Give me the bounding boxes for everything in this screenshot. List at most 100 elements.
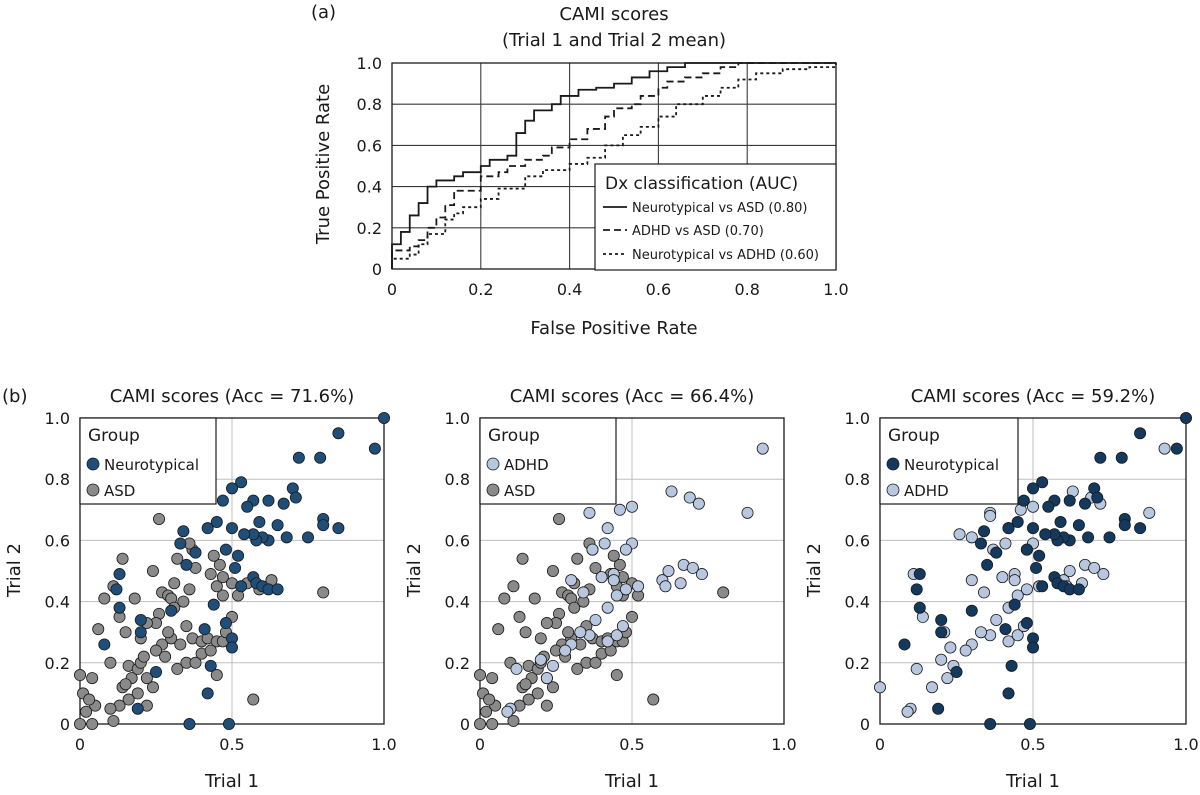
scatter-2-point-asd: [473, 669, 486, 682]
scatter-1-ytick-label: 0.2: [45, 654, 70, 673]
scatter-3-point-adhd: [959, 644, 972, 657]
scatter-3-point-neurotypical: [913, 601, 926, 614]
scatter-1-legend-title: Group: [88, 426, 140, 446]
scatter-2-point-adhd: [610, 629, 623, 642]
scatter-2-point-adhd: [692, 497, 705, 510]
scatter-1-point-neurotypical: [225, 522, 238, 535]
scatter-2-ytick-label: 0: [460, 715, 470, 734]
scatter-2-point-adhd: [598, 537, 611, 550]
scatter-3-legend-label-1: Neurotypical: [904, 456, 999, 474]
scatter-2-ytick-label: 0.6: [445, 531, 470, 550]
scatter-3-point-neurotypical: [1042, 500, 1055, 513]
scatter-2-ytick-label: 0.8: [445, 470, 470, 489]
scatter-1-point-neurotypical: [241, 500, 254, 513]
scatter-3-legend-marker-adhd: [886, 483, 900, 497]
scatter-1-point-asd: [162, 626, 175, 639]
scatter-3-point-adhd: [978, 586, 991, 599]
scatter-1-point-asd: [104, 656, 117, 669]
scatter-3-point-neurotypical: [1020, 617, 1033, 630]
scatter-3-point-neurotypical: [913, 568, 926, 581]
scatter-1-ytick-label: 0.4: [45, 593, 70, 612]
scatter-1-ylabel: Trial 2: [4, 543, 25, 598]
scatter-2-point-asd: [483, 693, 496, 706]
scatter-3-legend-label-2: ADHD: [904, 482, 949, 500]
scatter-3-point-neurotypical: [1030, 561, 1043, 574]
scatter-3-legend-box: [879, 417, 1019, 505]
scatter-2-xtick-label: 0: [475, 735, 485, 754]
scatter-2-point-adhd: [595, 571, 608, 584]
scatter-1-point-neurotypical: [134, 613, 147, 626]
scatter-2-point-adhd: [589, 613, 602, 626]
scatter-3-point-neurotypical: [1103, 531, 1116, 544]
scatter-2-point-asd: [519, 678, 532, 691]
scatter-1-point-neurotypical: [113, 568, 126, 581]
roc-ytick-label: 1.0: [357, 54, 382, 73]
scatter-2-point-asd: [613, 558, 626, 571]
scatter-1-legend: Group Neurotypical ASD: [79, 417, 217, 505]
scatter-2-point-adhd: [501, 705, 514, 718]
scatter-3-xtick-label: 0.5: [1020, 735, 1045, 754]
scatter-3-point-adhd: [1020, 583, 1033, 596]
scatter-1-point-asd: [177, 595, 190, 608]
scatter-3-point-neurotypical: [1072, 583, 1085, 596]
scatter-2-legend-box: [479, 417, 617, 505]
scatter-2-point-asd: [486, 672, 499, 685]
scatter-3-xtick-label: 0: [875, 735, 885, 754]
scatter-1-point-asd: [98, 592, 111, 605]
scatter-3-point-neurotypical: [1134, 427, 1147, 440]
scatter-1-point-asd: [168, 577, 181, 590]
scatter-2-point-asd: [473, 718, 486, 731]
scatter-1-point-asd: [171, 552, 184, 565]
scatter-1-point-asd: [74, 718, 87, 731]
scatter-1-point-asd: [174, 638, 187, 651]
scatter-3-point-adhd: [1097, 568, 1110, 581]
scatter-1-point-neurotypical: [219, 543, 232, 556]
scatter-1-ytick-label: 1.0: [45, 409, 70, 428]
scatter-1-point-neurotypical: [292, 451, 305, 464]
scatter-3-xlabel: Trial 1: [1005, 771, 1060, 792]
scatter-3-point-neurotypical: [1118, 519, 1131, 532]
scatter-1-point-neurotypical: [377, 411, 390, 424]
scatter-1-point-neurotypical: [180, 558, 193, 571]
scatter-2-point-adhd: [613, 503, 626, 516]
scatter-3-point-neurotypical: [1082, 531, 1095, 544]
scatter-3-legend-title: Group: [888, 426, 940, 446]
scatter-3-point-adhd: [1158, 442, 1171, 455]
scatter-2-point-asd: [568, 601, 581, 614]
scatter-1-point-neurotypical: [165, 604, 178, 617]
roc-plot: 0 0.2 0.4 0.6 0.8 1.0 0 0.2 0.4 0.6 0.8 1.0: [357, 54, 849, 299]
roc-ytick-label: 0.4: [357, 178, 382, 197]
scatter-1-point-neurotypical: [332, 522, 345, 535]
scatter-1-point-asd: [104, 702, 117, 715]
roc-xtick-label: 0.8: [734, 280, 759, 299]
scatter-2-point-asd: [607, 549, 620, 562]
roc-xtick-label: 0.6: [646, 280, 671, 299]
scatter-3-point-neurotypical: [1008, 598, 1021, 611]
scatter-1-point-neurotypical: [201, 522, 214, 535]
panel-a-ylabel: True Positive Rate: [313, 84, 334, 245]
scatter-3-point-neurotypical: [999, 623, 1012, 636]
roc-curve-3: [391, 63, 837, 269]
scatter-2-xlabel: Trial 1: [604, 771, 659, 792]
scatter-2-point-adhd: [626, 500, 639, 513]
scatter-3-point-neurotypical: [1072, 519, 1085, 532]
scatter-2-point-asd: [717, 586, 730, 599]
scatter-2-point-asd: [492, 623, 505, 636]
scatter-2-point-asd: [507, 580, 520, 593]
scatter-3-point-neurotypical: [1023, 718, 1036, 731]
scatter-1-point-neurotypical: [198, 623, 211, 636]
scatter-1-point-asd: [107, 714, 120, 727]
scatter-1-point-neurotypical: [301, 531, 314, 544]
scatter-3-point-adhd: [1027, 500, 1040, 513]
scatter-3-point-neurotypical: [1091, 491, 1104, 504]
scatter-1-point-neurotypical: [149, 665, 162, 678]
scatter-1-point-neurotypical: [280, 531, 293, 544]
scatter-2-point-adhd: [662, 565, 675, 578]
scatter-3-point-neurotypical: [1134, 522, 1147, 535]
scatter-3-point-neurotypical: [950, 665, 963, 678]
scatter-3-point-neurotypical: [984, 718, 997, 731]
scatter-1-point-asd: [83, 693, 96, 706]
scatter-1-point-asd: [159, 650, 172, 663]
scatter-2-point-adhd: [546, 659, 559, 672]
scatter-2-point-adhd: [741, 506, 754, 519]
